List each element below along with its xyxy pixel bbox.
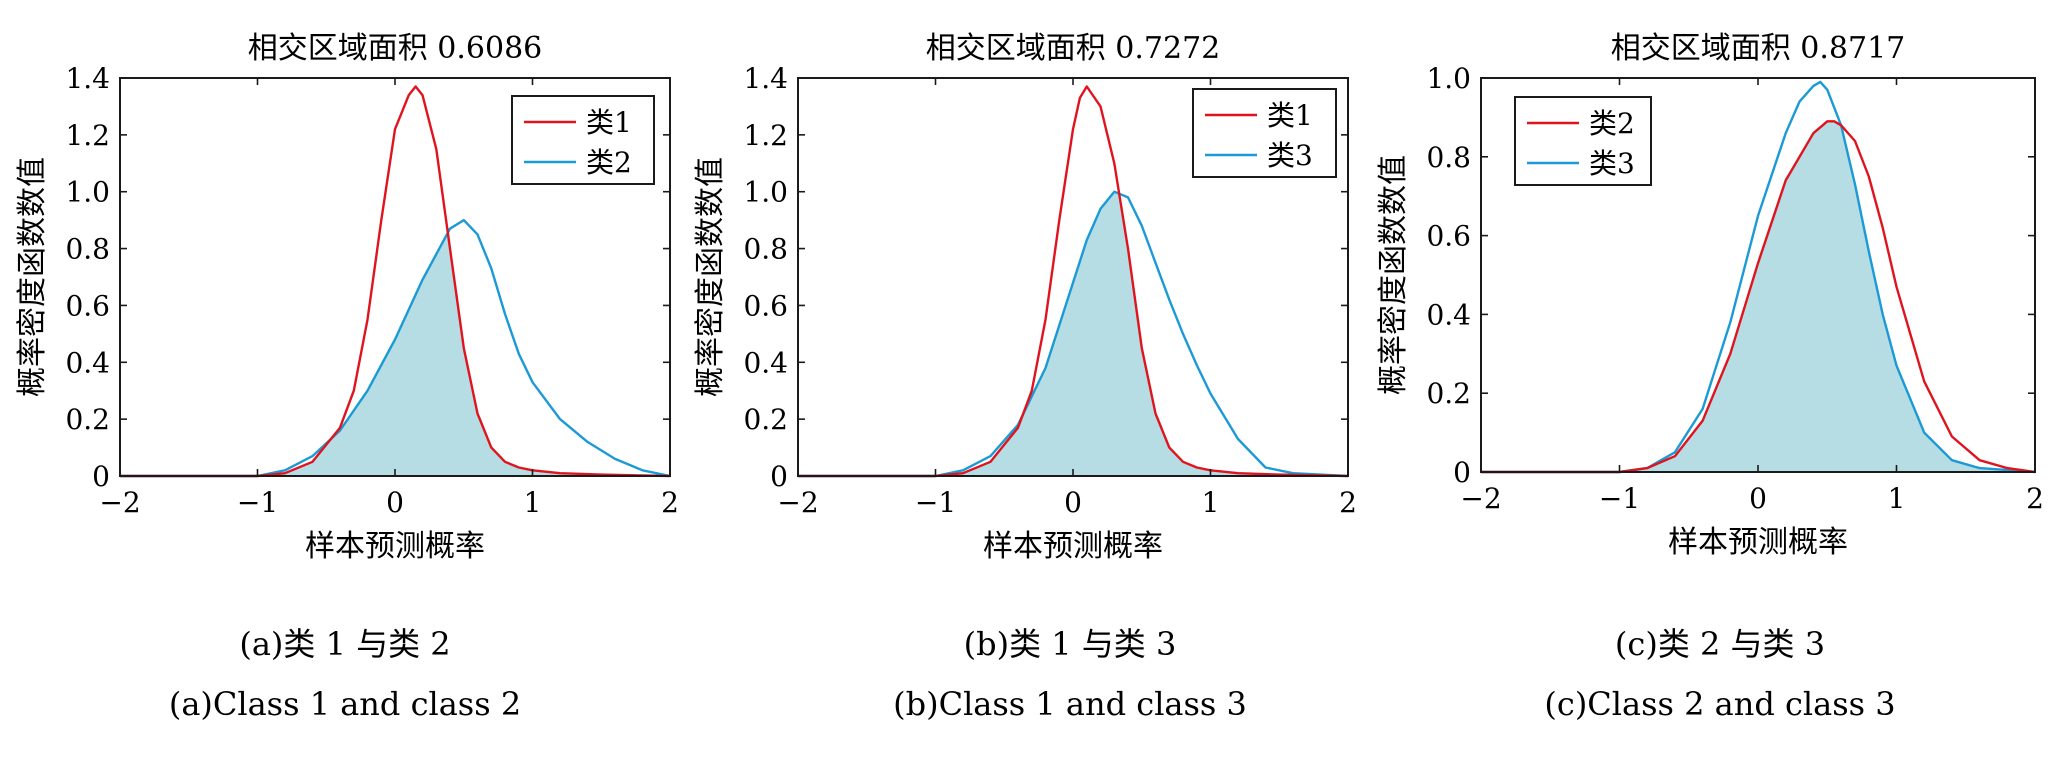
y-tick-label: 0.8 bbox=[1426, 141, 1471, 174]
chart-panel-1: −2 −1 0 1 2 0 0.2 0.4 0.6 0.8 1.0 1.2 1.4 相交区域面积 0.60… bbox=[15, 31, 679, 723]
x-tick-label: −2 bbox=[777, 486, 818, 519]
legend-label-2: 类3 bbox=[1589, 147, 1635, 180]
y-tick-label: 0.2 bbox=[1426, 377, 1471, 410]
y-tick-label: 0.6 bbox=[1426, 220, 1471, 253]
chart-title: 相交区域面积 0.6086 bbox=[248, 31, 543, 66]
series-line-2 bbox=[798, 190, 1349, 478]
series-line-2 bbox=[1481, 80, 2036, 474]
x-tick-label: 0 bbox=[386, 486, 404, 519]
x-tick-label: 1 bbox=[1202, 486, 1220, 519]
y-tick-label: 1.0 bbox=[65, 176, 110, 209]
x-tick-label: −1 bbox=[1599, 482, 1640, 515]
legend-box bbox=[511, 95, 655, 185]
caption-english: (b)Class 1 and class 3 bbox=[893, 685, 1247, 723]
x-tick-label: 2 bbox=[1339, 486, 1357, 519]
y-tick-label: 0.6 bbox=[743, 289, 788, 322]
y-tick-label: 1.4 bbox=[743, 62, 788, 95]
y-tick-label: 0.4 bbox=[743, 346, 788, 379]
legend-label-1: 类2 bbox=[1589, 107, 1635, 140]
y-tick-label: 0 bbox=[92, 460, 110, 493]
x-tick-label: −2 bbox=[1460, 482, 1501, 515]
series-line-2 bbox=[120, 218, 671, 478]
y-tick-label: 0.4 bbox=[1426, 298, 1471, 331]
x-tick-label: 0 bbox=[1749, 482, 1767, 515]
caption-chinese: (c)类 2 与类 3 bbox=[1615, 625, 1825, 663]
legend-box bbox=[1192, 88, 1337, 178]
chart-title: 相交区域面积 0.7272 bbox=[926, 31, 1221, 66]
y-tick-label: 0.2 bbox=[743, 403, 788, 436]
overlap-area bbox=[798, 191, 1348, 476]
x-tick-label: −2 bbox=[99, 486, 140, 519]
y-tick-label: 1.2 bbox=[743, 119, 788, 152]
x-axis-label: 样本预测概率 bbox=[1668, 525, 1848, 560]
y-tick-label: 1.4 bbox=[65, 62, 110, 95]
legend-label-2: 类3 bbox=[1267, 139, 1313, 172]
x-tick-label: −1 bbox=[237, 486, 278, 519]
caption-english: (c)Class 2 and class 3 bbox=[1544, 685, 1895, 723]
caption-chinese: (b)类 1 与类 3 bbox=[964, 625, 1177, 663]
y-axis-label: 概率密度函数数值 bbox=[15, 157, 50, 397]
caption-english: (a)Class 1 and class 2 bbox=[169, 685, 521, 723]
y-tick-label: 0.4 bbox=[65, 346, 110, 379]
x-tick-label: 1 bbox=[524, 486, 542, 519]
series-line-1 bbox=[1481, 120, 2036, 474]
legend-label-1: 类1 bbox=[1267, 99, 1313, 132]
overlap-area bbox=[1481, 121, 2035, 473]
caption-chinese: (a)类 1 与类 2 bbox=[239, 625, 450, 663]
series-line-1 bbox=[798, 85, 1349, 478]
x-tick-label: −1 bbox=[915, 486, 956, 519]
x-axis-label: 样本预测概率 bbox=[305, 529, 485, 564]
legend-box bbox=[1514, 96, 1652, 186]
y-tick-label: 0.8 bbox=[65, 233, 110, 266]
chart-title: 相交区域面积 0.8717 bbox=[1611, 31, 1906, 66]
series-line-1 bbox=[120, 85, 671, 478]
y-tick-label: 0.8 bbox=[743, 233, 788, 266]
y-tick-label: 1.0 bbox=[743, 176, 788, 209]
y-tick-label: 0 bbox=[770, 460, 788, 493]
legend-label-2: 类2 bbox=[586, 146, 632, 179]
legend-label-1: 类1 bbox=[586, 106, 632, 139]
y-tick-label: 0 bbox=[1453, 456, 1471, 489]
x-tick-label: 0 bbox=[1064, 486, 1082, 519]
overlap-area bbox=[120, 232, 670, 476]
y-axis-label: 概率密度函数数值 bbox=[693, 157, 728, 397]
y-tick-label: 1.0 bbox=[1426, 62, 1471, 95]
y-tick-label: 0.6 bbox=[65, 289, 110, 322]
x-tick-label: 1 bbox=[1888, 482, 1906, 515]
x-tick-label: 2 bbox=[661, 486, 679, 519]
x-axis-label: 样本预测概率 bbox=[983, 529, 1163, 564]
y-tick-label: 1.2 bbox=[65, 119, 110, 152]
chart-panel-2: −2 −1 0 1 2 0 0.2 0.4 0.6 0.8 1.0 1.2 1.4 相交区域面积 0.72… bbox=[693, 31, 1357, 723]
x-tick-label: 2 bbox=[2026, 482, 2044, 515]
chart-panel-3: −2 −1 0 1 2 0 0.2 0.4 0.6 0.8 1.0 相交区域面积 0.8717 样本预测… bbox=[1376, 31, 2044, 723]
y-axis-label: 概率密度函数数值 bbox=[1376, 155, 1411, 395]
y-tick-label: 0.2 bbox=[65, 403, 110, 436]
